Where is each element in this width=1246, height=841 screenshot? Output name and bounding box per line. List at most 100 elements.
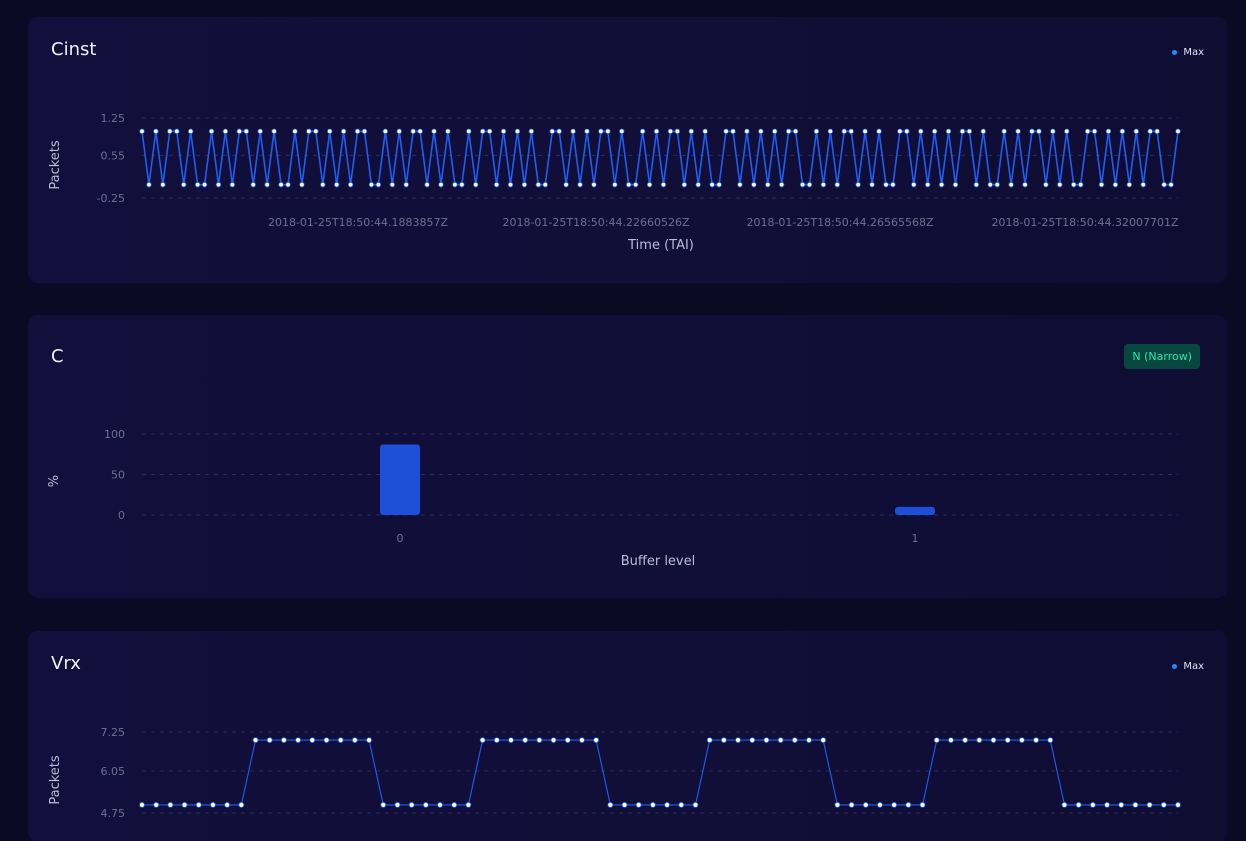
data-point [354,128,361,135]
data-point [1168,181,1174,188]
data-point [709,181,715,188]
data-point [327,128,333,135]
data-point [1105,128,1112,135]
data-point [1075,801,1082,808]
data-point [883,181,889,188]
data-point [507,181,514,188]
data-point [366,737,372,743]
data-point [408,801,415,808]
data-point [1047,737,1054,743]
data-point [1119,128,1126,135]
data-point [521,181,528,188]
data-point [730,128,736,135]
data-point [619,128,625,135]
data-point [966,128,973,135]
data-point [1084,128,1091,135]
data-point [959,128,966,135]
x-tick-label: 0 [397,532,404,545]
data-point [306,128,312,135]
data-point [785,128,792,135]
data-point [1001,128,1007,135]
x-tick-label: 2018-01-25T18:50:44.22660526Z [502,216,690,229]
y-tick-label: -0.25 [97,192,125,205]
data-point [862,128,868,135]
data-point [266,737,273,743]
series-line-max [141,130,1179,186]
data-point [323,737,330,743]
data-point [473,181,479,188]
data-point [876,128,882,135]
cinst-legend-label: Max [1183,47,1204,58]
data-point [650,801,656,808]
data-point [486,128,493,135]
data-point [174,128,180,135]
data-point [931,128,938,135]
x-axis-title: Buffer level [621,554,696,569]
data-point [222,128,229,135]
data-point [621,801,628,808]
data-point [1004,737,1011,743]
data-point [1089,801,1096,808]
y-tick-label: 0 [118,509,125,522]
data-point [375,181,382,188]
cinst-legend[interactable]: Max [1172,47,1204,58]
data-point [891,801,898,808]
data-point [309,737,316,743]
x-tick-label: 2018-01-25T18:50:44.32007701Z [991,216,1179,229]
data-point [337,737,344,743]
data-point [437,801,443,808]
data-point [1008,181,1014,188]
data-point [973,181,980,188]
data-point [862,801,869,808]
data-point [577,181,583,188]
vrx-legend[interactable]: Max [1172,661,1204,672]
data-point [195,801,202,808]
y-axis-title: Packets [48,140,63,190]
data-point [924,181,931,188]
data-point [278,181,284,188]
data-point [632,181,639,188]
data-point [285,181,291,188]
data-point [1175,128,1181,135]
data-point [976,737,983,743]
data-point [451,801,458,808]
data-point [890,181,896,188]
data-point [1161,181,1167,188]
y-tick-label: 7.25 [101,726,126,739]
data-point [139,801,145,808]
data-point [299,181,305,188]
data-point [952,181,959,188]
data-point [564,737,571,743]
data-point [194,181,201,188]
data-point [911,181,917,188]
x-tick-label: 1 [912,532,919,545]
data-point [848,128,854,135]
data-point [201,181,208,188]
data-point [994,181,1000,188]
data-point [772,128,778,135]
vrx-chart: 7.25 6.05 4.75 Packets [48,726,1181,820]
data-point [493,737,500,743]
data-point [962,737,969,743]
data-point [257,128,263,135]
data-point [210,801,216,808]
data-point [763,737,770,743]
data-point [688,128,694,135]
data-point [549,128,555,135]
data-point [1118,801,1125,808]
data-point [1071,181,1077,188]
data-point [1147,128,1153,135]
data-point [945,128,952,135]
data-point [737,181,743,188]
data-point [584,128,590,135]
cinst-title: Cinst [51,39,97,60]
data-point [806,737,812,743]
data-point [1091,128,1098,135]
data-point [570,128,576,135]
data-point [382,128,389,135]
data-point [758,128,764,135]
data-point [466,128,472,135]
data-point [1015,128,1021,135]
data-point [723,128,729,135]
data-point [806,181,813,188]
